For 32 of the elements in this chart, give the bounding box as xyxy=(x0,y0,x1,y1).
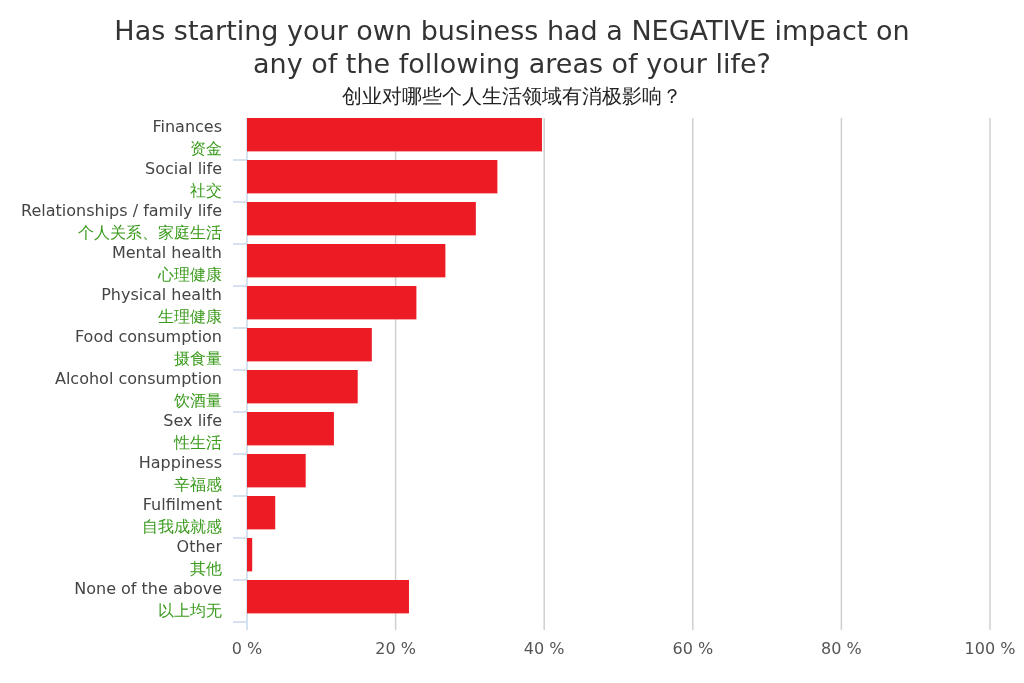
bar xyxy=(247,286,417,320)
y-tick-label: Social life 社交 xyxy=(145,158,222,200)
y-tick-label: Food consumption 摄食量 xyxy=(74,326,222,368)
y-tick-label: Fulfilment 自我成就感 xyxy=(142,494,222,536)
bar xyxy=(247,202,476,236)
x-tick-label: 40 % xyxy=(523,639,565,658)
bar xyxy=(247,244,446,278)
y-tick-label: Happiness 辛福感 xyxy=(138,452,222,494)
y-tick-label: Mental health 心理健康 xyxy=(111,242,222,284)
bar xyxy=(247,160,498,194)
x-tick-label: 100 % xyxy=(964,639,1016,658)
x-tick-label: 60 % xyxy=(672,639,714,658)
y-tick-label: Physical health 生理健康 xyxy=(101,284,222,326)
bar xyxy=(247,370,358,404)
y-tick-label: None of the above 以上均无 xyxy=(74,578,222,620)
y-tick-label: Finances 资金 xyxy=(152,116,222,158)
chart-subtitle: 创业对哪些个人生活领域有消极影响？ xyxy=(342,84,682,108)
x-tick-label: 20 % xyxy=(375,639,416,658)
y-tick-label: Alcohol consumption 饮酒量 xyxy=(54,368,222,410)
x-tick-label: 0 % xyxy=(231,639,263,658)
bar xyxy=(247,580,409,614)
y-tick-label: Relationships / family life 个人关系、家庭生活 xyxy=(21,200,222,242)
y-tick-label: Other 其他 xyxy=(176,536,223,578)
bar xyxy=(247,496,276,530)
bar xyxy=(247,412,334,446)
bar xyxy=(247,328,372,362)
x-tick-label: 80 % xyxy=(821,639,862,658)
bar xyxy=(247,118,542,152)
y-tick-label: Sex life 性生活 xyxy=(163,410,222,452)
chart-title: Has starting your own business had a NEGATIVE impact on any of the following areas of your life? xyxy=(114,15,910,79)
bar xyxy=(247,454,306,488)
bar xyxy=(247,538,253,572)
